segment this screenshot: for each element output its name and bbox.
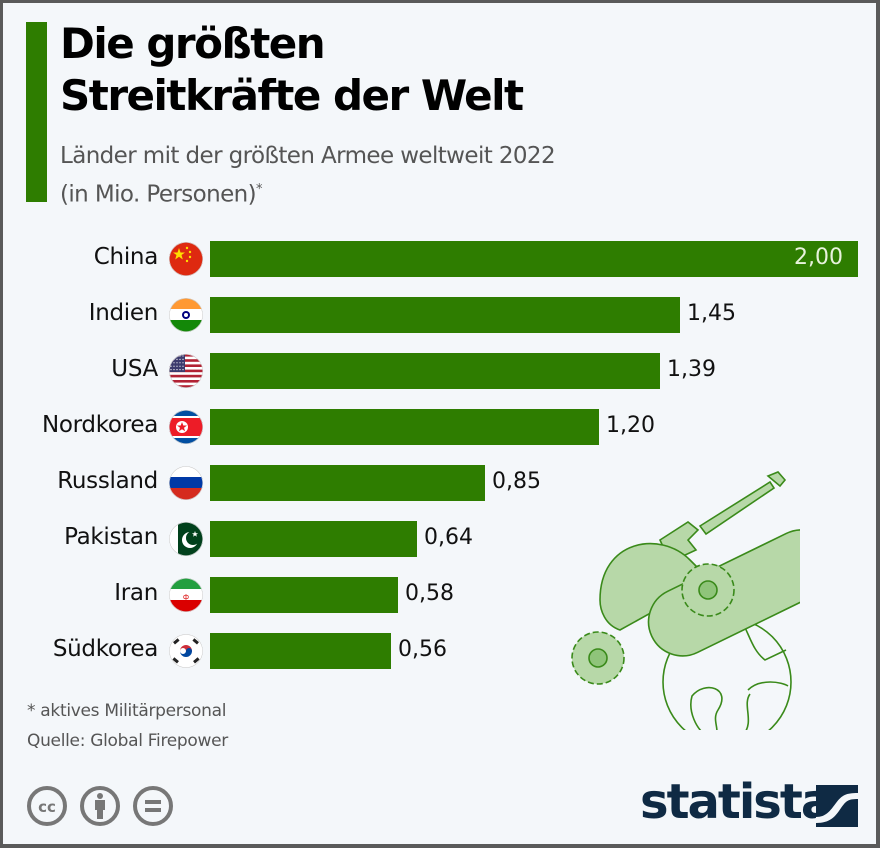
svg-text:ф: ф <box>183 593 189 601</box>
statista-logo-text[interactable]: statista <box>640 774 833 830</box>
category-label: China <box>93 244 159 270</box>
category-label: Indien <box>88 300 159 326</box>
value-label: 1,20 <box>606 413 655 438</box>
cc-icon[interactable]: cc <box>26 785 68 827</box>
category-label: USA <box>111 356 158 382</box>
attribution-icon[interactable] <box>79 785 121 827</box>
value-label: 0,58 <box>405 581 454 606</box>
value-label: 1,39 <box>667 357 716 382</box>
title-line-2: Streitkräfte der Welt <box>60 71 524 120</box>
subtitle-line-1: Länder mit der größten Armee weltweit 20… <box>60 143 556 169</box>
value-label: 0,56 <box>398 637 447 662</box>
bar <box>210 465 485 501</box>
pakistan-flag-icon <box>169 522 203 556</box>
iran-flag-icon: ф <box>169 578 203 612</box>
footnote-text: * aktives Militärpersonal <box>27 701 227 721</box>
title-line-1: Die größten <box>60 19 326 68</box>
chart-subtitle: Länder mit der größten Armee weltweit 20… <box>60 140 556 212</box>
value-label: 0,85 <box>492 469 541 494</box>
bar <box>210 409 599 445</box>
value-label: 0,64 <box>424 525 473 550</box>
value-label: 2,00 <box>794 245 843 270</box>
bar <box>210 633 391 669</box>
tank-globe-illustration <box>571 471 800 730</box>
category-label: Südkorea <box>52 636 158 662</box>
title-accent-bar <box>26 22 47 202</box>
india-flag-icon <box>169 298 203 332</box>
no-derivatives-icon[interactable] <box>132 785 174 827</box>
usa-flag-icon <box>169 354 203 388</box>
bar <box>210 241 858 277</box>
north-korea-flag-icon <box>169 410 203 444</box>
category-label: Russland <box>57 468 158 494</box>
bar <box>210 577 398 613</box>
bar <box>210 353 660 389</box>
tank-icon <box>571 471 800 685</box>
category-label: Nordkorea <box>42 412 158 438</box>
south-korea-flag-icon <box>169 634 203 668</box>
source-text: Quelle: Global Firepower <box>27 731 228 751</box>
russia-flag-icon <box>169 466 203 500</box>
category-label: Pakistan <box>64 524 158 550</box>
category-label: Iran <box>114 580 158 606</box>
svg-text:cc: cc <box>38 798 56 816</box>
value-label: 1,45 <box>687 301 736 326</box>
statista-logo-icon[interactable] <box>816 785 858 827</box>
bar <box>210 521 417 557</box>
chart-title: Die größten Streitkräfte der Welt <box>60 18 524 122</box>
bar <box>210 297 680 333</box>
china-flag-icon <box>169 242 203 276</box>
footnote-marker: * <box>255 182 262 197</box>
subtitle-line-2: (in Mio. Personen) <box>60 181 257 208</box>
